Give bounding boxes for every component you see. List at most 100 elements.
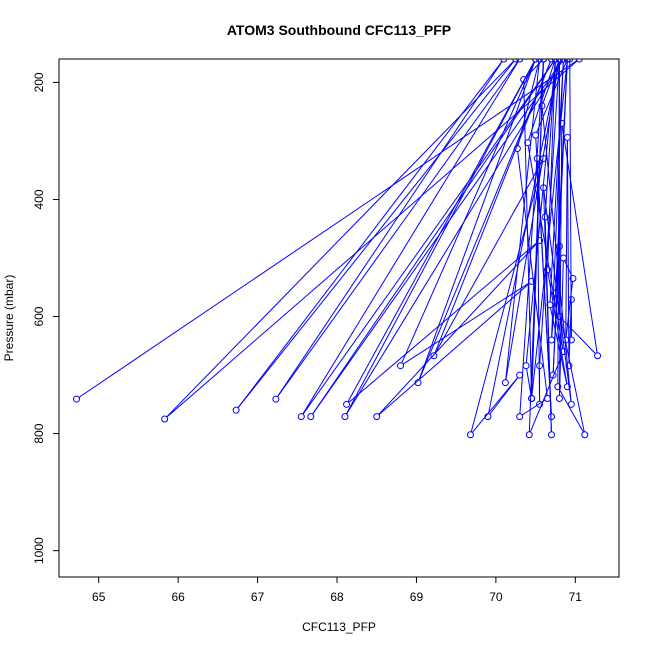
y-tick-label: 400 [32,189,46,209]
data-point [547,59,555,63]
series-segment [489,377,519,415]
x-axis: 65 66 67 68 69 70 71 [92,577,582,604]
data-point [555,394,563,402]
data-point [546,301,554,309]
series-segment [525,60,542,78]
x-axis-label: CFC113_PFP [302,620,376,634]
series-segment [302,61,519,415]
data-point [594,352,602,360]
data-point [522,362,530,370]
data-point [536,400,544,408]
data-point [547,431,555,439]
data-point [567,336,575,344]
series-segment [277,61,519,397]
data-point [540,184,548,192]
series-segment [471,377,519,433]
series-segment [559,260,564,396]
y-tick-label: 200 [32,72,46,92]
data-point [551,289,559,297]
y-tick-label: 1000 [32,537,46,564]
data-point [540,59,548,63]
data-point [549,371,557,379]
data-point [520,75,528,83]
data-point [414,379,422,387]
data-point [501,379,509,387]
series-segment [523,82,533,396]
series-segment [536,161,541,402]
y-tick-label: 800 [32,423,46,443]
series-segment [549,61,564,302]
data-point [484,413,492,421]
data-point [232,406,240,414]
x-tick-label: 68 [330,590,344,604]
data-point [559,348,567,356]
series-segment [434,61,551,354]
data-point [567,296,575,304]
series-segment [529,354,563,433]
data-point [528,277,536,285]
series-segment [505,61,540,380]
data-point [567,400,575,408]
series-segment [277,61,503,397]
data-point [575,59,583,63]
series-segment [526,368,532,396]
data-point [512,59,520,63]
plot-frame [58,58,620,578]
data-point [343,400,351,408]
series-segment [237,61,515,409]
data-point [536,236,544,244]
series-segment [418,61,536,381]
series-segment [78,60,578,398]
series-segment [237,61,503,409]
y-tick-label: 600 [32,306,46,326]
x-tick-label: 67 [251,590,265,604]
data-point [563,59,571,63]
x-tick-label: 71 [569,590,583,604]
data-point [297,413,305,421]
data-point [516,371,524,379]
data-point [528,394,536,402]
data-point [532,131,540,139]
data-point [547,336,555,344]
y-axis: 200 400 600 800 1000 [32,72,59,564]
series-segment [418,61,551,381]
data-point [430,352,438,360]
series-segment [517,151,548,396]
data-point [555,242,563,250]
data-point [554,383,562,391]
chart-title: ATOM3 Southbound CFC113_PFP [227,22,451,38]
data-point [307,413,315,421]
data-point [569,274,577,282]
series-segment [402,282,530,365]
data-point [559,59,567,63]
x-tick-label: 65 [92,590,106,604]
data-point [341,413,349,421]
series-segment [544,61,556,215]
series-segment [561,126,598,353]
series-segment [547,61,556,267]
series-segment [519,61,544,414]
data-point [525,431,533,439]
data-point [513,145,521,153]
data-point [544,266,552,274]
series-segment [312,61,563,415]
data-point [555,313,563,321]
data-point [565,362,573,370]
data-point [516,413,524,421]
series-segment [566,140,570,363]
data-point [536,59,544,63]
data-point [547,413,555,421]
data-point [563,133,571,141]
series-group [72,59,602,439]
series-segment [470,161,544,432]
data-point [566,59,574,63]
data-point [373,413,381,421]
series-segment [536,61,567,133]
data-point [466,431,474,439]
series-segment [565,140,568,337]
series-segment [558,389,584,433]
series-layer [72,59,602,439]
series-segment [525,61,556,363]
x-tick-label: 69 [410,590,424,604]
